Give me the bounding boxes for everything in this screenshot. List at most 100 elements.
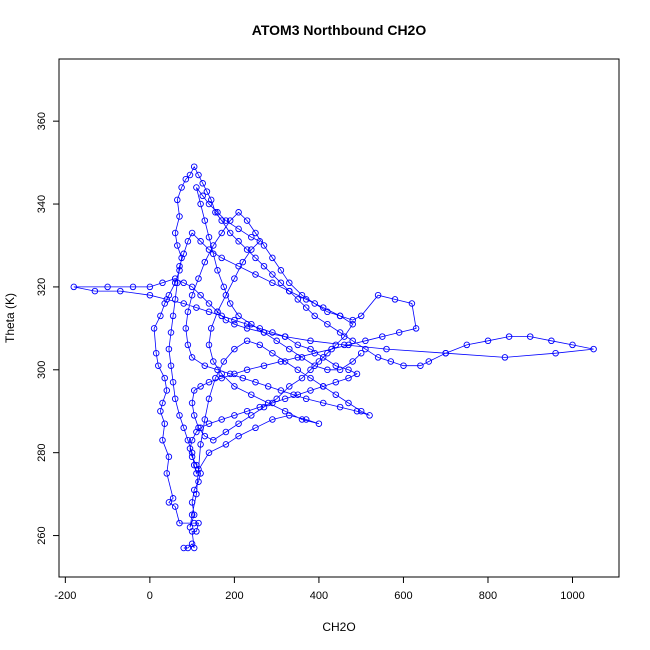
- y-tick-label: 360: [36, 112, 48, 130]
- data-point: [277, 358, 285, 365]
- data-point: [319, 399, 327, 407]
- data-point: [298, 291, 306, 299]
- data-point: [195, 519, 202, 527]
- data-point: [281, 407, 289, 415]
- data-point: [184, 341, 192, 349]
- data-point: [195, 275, 202, 282]
- data-point: [336, 312, 344, 320]
- chart-title: ATOM3 Northbound CH2O: [252, 22, 427, 38]
- data-point: [294, 354, 302, 361]
- data-point: [205, 308, 213, 316]
- data-point: [302, 395, 310, 403]
- data-point: [273, 337, 280, 345]
- data-point: [505, 333, 513, 340]
- plot-frame: [58, 58, 620, 578]
- data-point: [290, 391, 297, 398]
- series-line: [73, 165, 594, 549]
- data-point: [311, 362, 318, 369]
- data-point: [252, 378, 259, 386]
- data-point: [286, 412, 293, 419]
- data-point: [332, 341, 340, 349]
- data-point: [188, 354, 196, 361]
- data-point: [218, 416, 225, 423]
- data-point: [235, 238, 242, 245]
- data-point: [190, 519, 198, 527]
- data-point: [324, 366, 331, 374]
- data-point: [286, 345, 293, 353]
- data-point: [214, 308, 221, 316]
- data-point: [248, 391, 255, 398]
- data-point: [205, 233, 213, 241]
- data-point: [171, 395, 179, 403]
- data-point: [171, 296, 179, 303]
- data-point: [174, 196, 181, 204]
- data-point: [190, 461, 198, 469]
- data-point: [269, 254, 276, 262]
- data-point: [349, 320, 356, 328]
- x-tick-label: 800: [479, 590, 497, 602]
- data-point: [226, 300, 234, 307]
- y-axis: 260 280 300 320 340 360: [36, 112, 59, 545]
- data-point: [526, 333, 534, 340]
- data-point: [264, 399, 272, 407]
- data-point: [201, 217, 209, 224]
- data-point: [231, 383, 238, 390]
- data-point: [362, 345, 369, 353]
- data-point: [186, 524, 194, 531]
- data-point: [91, 287, 99, 295]
- y-tick-label: 260: [36, 526, 48, 544]
- data-point: [210, 250, 217, 258]
- data-point: [294, 366, 302, 374]
- data-point: [180, 300, 187, 307]
- data-point: [201, 416, 209, 423]
- data-point: [214, 267, 221, 274]
- data-point: [374, 291, 382, 299]
- data-point: [269, 416, 276, 423]
- data-point: [243, 217, 251, 224]
- x-tick-label: 600: [394, 590, 412, 602]
- data-point: [345, 366, 352, 374]
- data-point: [501, 354, 509, 361]
- data-point: [286, 287, 293, 295]
- data-point: [165, 499, 173, 506]
- data-point: [252, 229, 259, 237]
- data-point: [235, 262, 242, 270]
- data-point: [345, 341, 352, 349]
- data-point: [269, 399, 276, 407]
- data-point: [186, 171, 194, 179]
- data-point: [222, 291, 230, 299]
- plot-area: [70, 163, 597, 552]
- data-point: [273, 395, 280, 403]
- data-point: [193, 528, 200, 535]
- data-point: [218, 370, 225, 378]
- data-point: [163, 470, 171, 477]
- data-point: [184, 308, 192, 316]
- data-point: [286, 383, 293, 390]
- data-point: [294, 341, 302, 349]
- data-point: [184, 436, 192, 444]
- data-point: [269, 329, 276, 336]
- data-point: [235, 420, 242, 427]
- data-point: [159, 399, 166, 407]
- data-point: [197, 441, 204, 448]
- data-point: [260, 362, 268, 369]
- data-point: [220, 283, 228, 291]
- data-point: [226, 370, 234, 378]
- data-point: [307, 374, 314, 382]
- data-point: [193, 470, 200, 477]
- data-point: [161, 420, 168, 427]
- data-point: [117, 287, 124, 295]
- data-point: [218, 229, 225, 237]
- data-point: [205, 449, 213, 456]
- data-point: [226, 217, 234, 224]
- data-point: [235, 432, 242, 440]
- data-point: [190, 412, 198, 419]
- data-point: [315, 358, 323, 365]
- data-point: [243, 325, 251, 332]
- data-point: [70, 283, 78, 291]
- data-point: [349, 316, 356, 324]
- data-point: [260, 242, 268, 249]
- data-point: [231, 412, 238, 419]
- data-point: [176, 267, 183, 274]
- data-point: [442, 349, 449, 357]
